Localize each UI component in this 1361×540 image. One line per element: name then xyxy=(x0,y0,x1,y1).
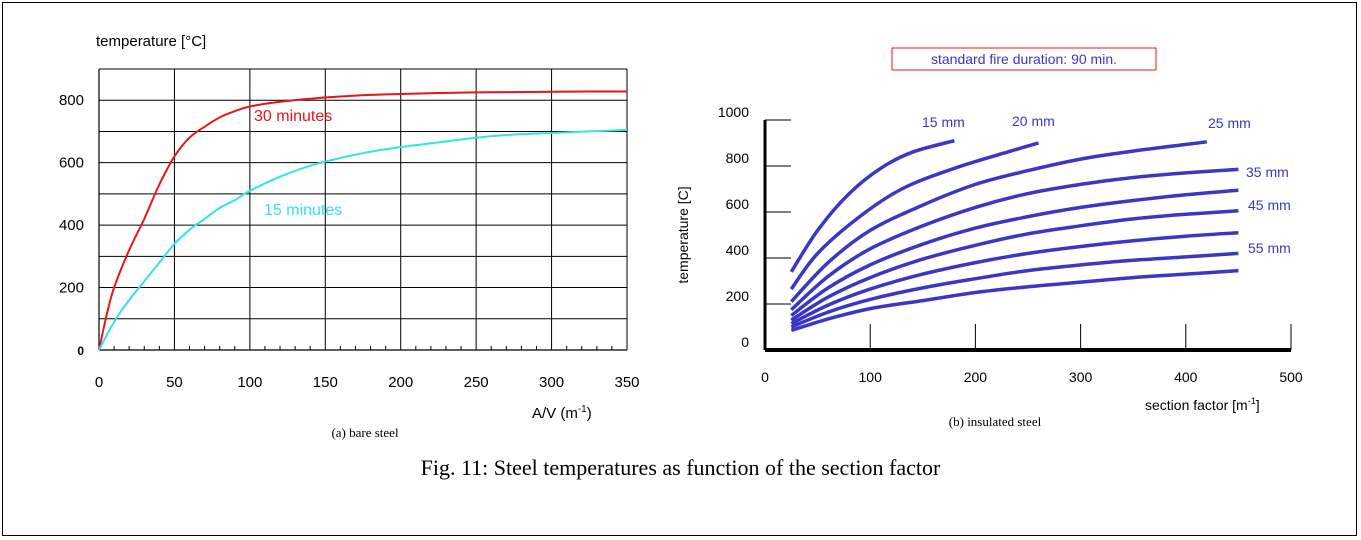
left-y-tick-label: 800 xyxy=(59,92,84,109)
left-y-tick-label: 600 xyxy=(59,155,84,172)
right-plot: 0 100 200 300 400 500 0 200 400 600 800 1000 15 mm 20… xyxy=(718,104,1303,385)
right-series-line xyxy=(789,139,955,273)
left-series-label: 30 minutes xyxy=(254,108,332,125)
right-xlabel-main: section factor [m xyxy=(1145,397,1248,413)
left-y-tick-label: 0 xyxy=(77,344,84,358)
right-series-label: 35 mm xyxy=(1246,164,1289,180)
left-series-line xyxy=(98,90,628,351)
left-x-tick-label: 250 xyxy=(464,374,489,391)
right-y-tick-label: 0 xyxy=(741,334,749,350)
right-y-tick-label: 600 xyxy=(726,196,750,212)
right-series-label: 20 mm xyxy=(1012,113,1055,129)
right-title: standard fire duration: 90 min. xyxy=(931,51,1117,67)
right-y-tick-label: 1000 xyxy=(718,104,749,120)
left-xlabel-sup: -1 xyxy=(578,404,587,415)
right-x-tick-label: 300 xyxy=(1069,369,1093,385)
right-series-line xyxy=(790,230,1239,326)
left-x-tick-label: 350 xyxy=(614,374,639,391)
right-series-line xyxy=(790,251,1239,329)
right-y-tick-label: 800 xyxy=(726,150,750,166)
right-y-tick-label: 400 xyxy=(726,242,750,258)
figure-caption: Fig. 11: Steel temperatures as function … xyxy=(420,455,941,480)
right-x-tick-label: 100 xyxy=(859,369,883,385)
left-x-tick-label: 200 xyxy=(388,374,413,391)
right-x-tick-label: 0 xyxy=(761,369,769,385)
left-subtitle: (a) bare steel xyxy=(331,425,399,440)
right-series-line xyxy=(790,209,1239,322)
left-x-tick-label: 50 xyxy=(166,374,183,391)
right-series-label: 45 mm xyxy=(1248,197,1291,213)
right-x-tick-label: 400 xyxy=(1174,369,1198,385)
left-x-tick-label: 0 xyxy=(95,374,103,391)
left-x-tick-label: 100 xyxy=(237,374,262,391)
right-series-label: 55 mm xyxy=(1248,240,1291,256)
right-series-line xyxy=(790,167,1239,312)
left-y-tick-label: 200 xyxy=(59,280,84,297)
right-x-tick-label: 500 xyxy=(1279,369,1303,385)
right-series-line xyxy=(789,141,1039,291)
right-subtitle: (b) insulated steel xyxy=(949,414,1042,429)
right-y-tick-label: 200 xyxy=(726,288,750,304)
left-ylabel: temperature [°C] xyxy=(96,33,206,50)
left-plot: 0 50 100 150 200 250 300 350 0 200 400 600 800 30 min… xyxy=(59,68,640,391)
left-series-label: 15 minutes xyxy=(264,202,342,219)
right-ylabel: temperature [C] xyxy=(675,186,691,283)
right-x-tick-label: 200 xyxy=(964,369,988,385)
right-xlabel: section factor [m-1] xyxy=(1145,396,1260,413)
left-xlabel: A/V (m-1) xyxy=(532,404,592,422)
right-xlabel-sup: -1 xyxy=(1248,396,1256,406)
right-series-label: 15 mm xyxy=(922,114,965,130)
right-series-line xyxy=(790,188,1239,317)
left-series-line xyxy=(98,128,628,351)
left-x-tick-label: 300 xyxy=(539,374,564,391)
left-y-tick-label: 400 xyxy=(59,217,84,234)
right-xlabel-close: ] xyxy=(1256,397,1260,413)
right-series-label: 25 mm xyxy=(1208,115,1251,131)
left-xlabel-close: ) xyxy=(587,405,592,422)
left-xlabel-main: A/V (m xyxy=(532,405,578,422)
right-series-line xyxy=(790,140,1208,303)
left-x-tick-label: 150 xyxy=(313,374,338,391)
right-title-box xyxy=(891,47,1157,71)
right-series-line xyxy=(790,268,1239,333)
